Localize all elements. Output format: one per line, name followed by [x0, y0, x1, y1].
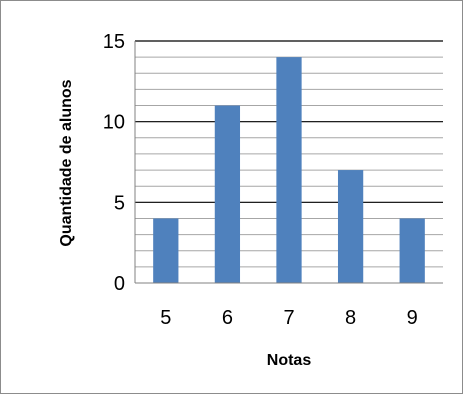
axes	[134, 41, 443, 284]
y-tick-labels: 0 5 10 15	[103, 31, 125, 295]
x-tick-label: 8	[345, 307, 356, 329]
y-tick-label: 5	[114, 192, 125, 214]
x-tick-labels: 5 6 7 8 9	[160, 307, 418, 329]
y-tick-label: 15	[103, 31, 125, 53]
y-tick-label: 10	[103, 112, 125, 134]
bar	[153, 218, 179, 283]
x-axis-title: Notas	[267, 352, 312, 369]
bar	[337, 170, 364, 283]
bar	[214, 105, 241, 284]
x-tick-label: 6	[222, 307, 233, 329]
x-tick-label: 7	[283, 307, 294, 329]
y-tick-label: 0	[114, 273, 125, 295]
bar	[399, 218, 425, 283]
y-axis-title: Quantidade de alunos	[58, 79, 75, 246]
x-tick-label: 9	[407, 307, 418, 329]
bar-series	[153, 57, 425, 284]
x-tick-label: 5	[160, 307, 171, 329]
bar	[276, 57, 302, 284]
